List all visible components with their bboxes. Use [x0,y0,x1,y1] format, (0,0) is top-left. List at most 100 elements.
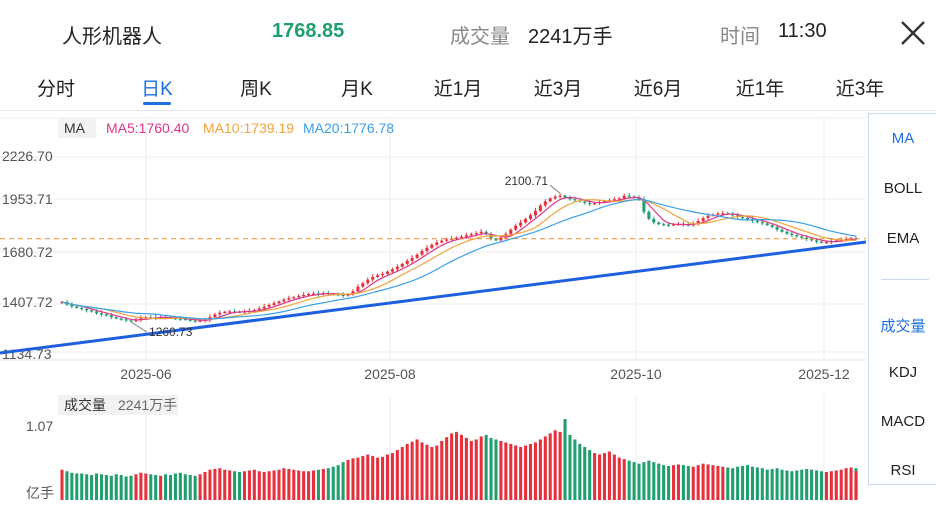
tab-5[interactable]: 近3月 [533,79,583,100]
volume-bar [218,468,222,500]
volume-bar [676,464,680,500]
y-tick-label: 1680.72 [2,244,53,260]
candle-body [524,218,528,223]
candle-body [430,244,434,248]
indicator-ma[interactable]: MA [891,130,915,147]
candle-body [104,314,108,316]
candle-body [474,233,478,235]
candle-body [509,229,513,235]
ma20-legend: MA20:1776.78 [303,120,394,136]
volume-bar [420,442,424,500]
volume-bar [726,467,730,500]
volume-bar [262,471,266,500]
volume-bar [435,445,439,500]
volume-bar [164,474,168,500]
indicator-boll[interactable]: BOLL [883,180,923,197]
volume-bar [489,437,493,500]
volume-bar [430,447,434,500]
menu-divider [881,279,929,280]
candle-body [647,211,651,219]
candle-body [844,238,848,241]
candle-body [583,201,587,203]
volume-bar [124,476,128,500]
x-tick-label: 2025-06 [120,366,172,382]
sub-indicator-1[interactable]: KDJ [888,364,918,381]
candle-body [198,320,202,322]
ma20-line [61,198,857,320]
volume-bar [637,463,641,500]
volume-bar [302,471,306,500]
candle-body [455,237,459,239]
candle-body [716,213,720,215]
volume-bar [321,468,325,500]
tab-3[interactable]: 月K [341,79,373,100]
candle-body [760,222,764,224]
candle-body [440,240,444,243]
volume-bar [203,471,207,500]
low-annotation-line [130,321,148,333]
tab-6[interactable]: 近6月 [633,79,683,100]
candle-body [775,226,779,230]
indicator-ema[interactable]: EMA [886,230,920,247]
volume-bar [307,471,311,500]
volume-legend-value: 2241万手 [118,397,177,413]
volume-bar [272,470,276,500]
volume-bar [455,431,459,500]
volume-bar [405,443,409,500]
candle-body [139,318,143,320]
sub-indicator-0[interactable]: 成交量 [880,318,926,335]
tab-0[interactable]: 分时 [36,79,76,100]
volume-bar [395,450,399,500]
volume-bar [834,470,838,500]
volume-bar [716,465,720,500]
sub-indicator-3[interactable]: RSI [890,462,916,479]
tab-4[interactable]: 近1月 [433,79,483,100]
candle-body [696,221,700,224]
volume-bar [819,471,824,500]
volume-bar [119,475,123,500]
candle-body [459,236,463,238]
volume-bar [287,468,291,500]
volume-bar [109,475,113,500]
volume-bar [183,474,187,500]
tab-7[interactable]: 近1年 [735,79,785,100]
candle-body [119,318,123,320]
tab-1[interactable]: 日K [141,79,173,100]
candle-body [341,294,345,297]
volume-bar [538,439,542,500]
candle-body [469,234,473,236]
volume-bar [829,471,833,500]
volume-bar [844,468,848,500]
volume-bar [371,456,375,500]
kline-chart: MA MA5:1760.40 MA10:1739.19 MA20:1776.78 222… [0,117,866,502]
y-tick-label: 1407.72 [2,294,53,310]
volume-bar [849,467,853,500]
volume-legend-box [58,395,178,415]
candle-body [790,233,794,235]
volume-bar [104,475,108,500]
volume-bar [410,441,414,500]
tab-2[interactable]: 周K [240,79,272,100]
volume-bar [154,475,158,500]
candle-body [410,257,414,261]
volume-bar [548,433,552,500]
volume-bar [509,443,513,500]
volume-bar [622,459,626,500]
volume-bar [346,459,350,500]
volume-bar [790,471,794,500]
volume-bar [85,474,89,500]
volume-bar [617,457,621,500]
candle-body [558,195,562,197]
candle-body [395,266,399,270]
volume-bar [297,470,301,500]
volume-bar [721,466,725,500]
volume-bar [242,471,247,500]
candle-body [272,303,276,305]
close-icon[interactable] [896,16,930,50]
sub-indicator-2[interactable]: MACD [880,413,926,430]
volume-bar [568,434,572,500]
volume-bar [553,430,557,500]
tab-8[interactable]: 近3年 [835,79,885,100]
candle-body [405,260,409,264]
volume-bar [504,442,508,500]
